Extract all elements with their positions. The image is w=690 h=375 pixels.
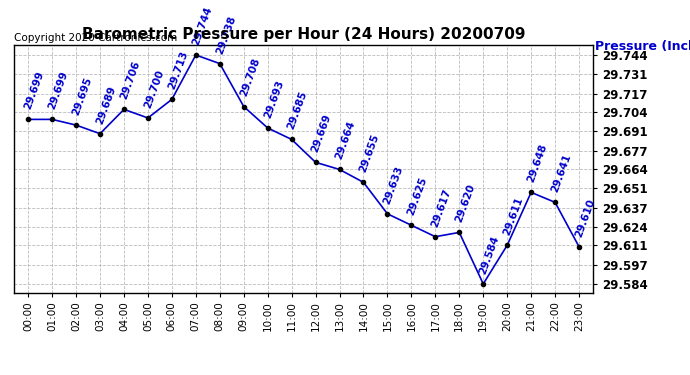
Text: Copyright 2020 Cartronics.com: Copyright 2020 Cartronics.com [14, 33, 177, 42]
Text: 29.610: 29.610 [573, 197, 597, 238]
Y-axis label: Pressure (Inches/Hg): Pressure (Inches/Hg) [595, 40, 690, 53]
Text: 29.700: 29.700 [142, 68, 166, 110]
Text: 29.611: 29.611 [502, 196, 524, 237]
Text: 29.655: 29.655 [358, 133, 381, 174]
Text: 29.699: 29.699 [46, 70, 70, 111]
Text: 29.620: 29.620 [454, 183, 477, 224]
Text: 29.693: 29.693 [262, 79, 285, 120]
Text: 29.625: 29.625 [406, 176, 429, 217]
Text: 29.584: 29.584 [477, 234, 501, 276]
Text: 29.699: 29.699 [23, 70, 46, 111]
Text: 29.669: 29.669 [310, 113, 333, 154]
Text: 29.708: 29.708 [238, 57, 262, 98]
Title: Barometric Pressure per Hour (24 Hours) 20200709: Barometric Pressure per Hour (24 Hours) … [82, 27, 525, 42]
Text: 29.648: 29.648 [526, 143, 549, 184]
Text: 29.633: 29.633 [382, 164, 405, 206]
Text: 29.744: 29.744 [190, 5, 213, 46]
Text: 29.617: 29.617 [430, 187, 453, 228]
Text: 29.689: 29.689 [95, 84, 117, 125]
Text: 29.713: 29.713 [166, 50, 190, 91]
Text: 29.685: 29.685 [286, 90, 309, 131]
Text: 29.695: 29.695 [70, 76, 94, 117]
Text: 29.641: 29.641 [549, 153, 573, 194]
Text: 29.738: 29.738 [214, 14, 237, 55]
Text: 29.706: 29.706 [119, 60, 141, 101]
Text: 29.664: 29.664 [334, 120, 357, 161]
